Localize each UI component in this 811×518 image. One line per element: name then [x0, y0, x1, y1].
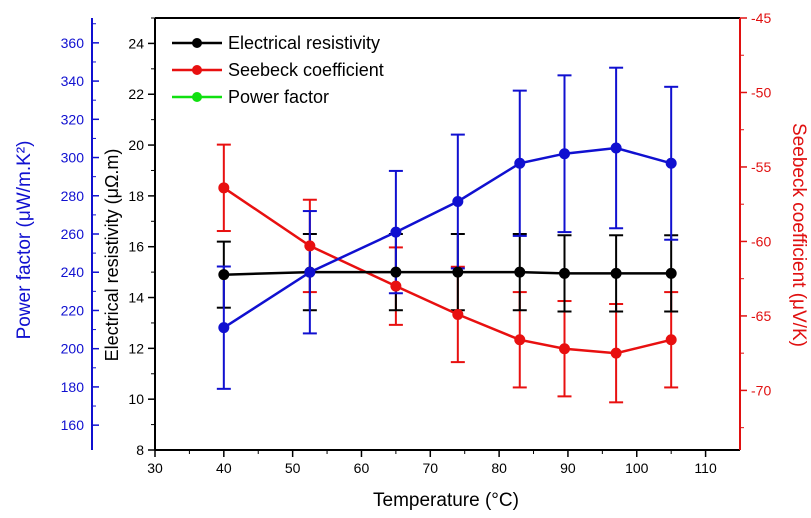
legend-electrical-resistivity-label: Electrical resistivity	[228, 33, 380, 53]
power-factor-line	[223, 146, 672, 329]
x-tick-label: 70	[423, 460, 439, 476]
seebeck-coefficient-point	[390, 280, 402, 292]
power-factor-tick-label: 340	[61, 73, 85, 89]
lines-layer	[223, 146, 672, 355]
power-factor-point	[559, 148, 570, 160]
power-factor-point	[514, 157, 526, 169]
legend-power-factor-marker	[192, 92, 202, 102]
electrical-resistivity-point	[514, 266, 526, 278]
resistivity-tick-label: 16	[128, 239, 144, 255]
power-factor-point	[218, 322, 230, 334]
points-layer	[218, 142, 677, 359]
electrical-resistivity-point	[665, 267, 677, 279]
seebeck-coefficient-point	[452, 308, 464, 320]
power-factor-point	[390, 226, 402, 238]
legend-seebeck-coefficient-label: Seebeck coefficient	[228, 60, 384, 80]
legend-seebeck-coefficient-marker	[192, 65, 202, 75]
x-tick-label: 100	[625, 460, 649, 476]
seebeck-tick-label: -70	[751, 382, 771, 398]
resistivity-tick-label: 22	[128, 86, 144, 102]
seebeck-axis-label: Seebeck coefficient (μV/K)	[788, 123, 809, 347]
power-factor-tick-label: 280	[61, 188, 85, 204]
power-factor-tick-label: 360	[61, 35, 85, 51]
resistivity-axis-label: Electrical resistivity (μΩ.m)	[102, 149, 122, 362]
resistivity-tick-label: 18	[128, 188, 144, 204]
power-factor-tick-label: 320	[61, 111, 85, 127]
power-factor-tick-label: 260	[61, 226, 85, 242]
power-factor-tick-label: 220	[61, 302, 85, 318]
electrical-resistivity-point	[610, 267, 622, 279]
seebeck-coefficient-point	[218, 182, 230, 194]
power-factor-tick-label: 160	[61, 417, 85, 433]
electrical-resistivity-line	[223, 270, 672, 276]
legend: Electrical resistivity Seebeck coefficien…	[172, 33, 384, 107]
power-factor-point	[610, 142, 622, 154]
resistivity-tick-label: 20	[128, 137, 144, 153]
power-factor-tick-label: 240	[61, 264, 85, 280]
resistivity-tick-label: 10	[128, 391, 144, 407]
seebeck-tick-label: -55	[751, 159, 771, 175]
x-tick-label: 40	[216, 460, 232, 476]
power-factor-tick-label: 300	[61, 150, 85, 166]
seebeck-tick-label: -50	[751, 84, 771, 100]
x-tick-label: 60	[354, 460, 370, 476]
power-factor-tick-label: 180	[61, 379, 85, 395]
power-factor-tick-label: 200	[61, 341, 85, 357]
seebeck-coefficient-point	[665, 334, 677, 346]
legend-electrical-resistivity-marker	[192, 38, 202, 48]
seebeck-coefficient-line	[223, 186, 672, 355]
x-axis-label: Temperature (°C)	[373, 490, 519, 511]
x-tick-label: 110	[694, 460, 717, 476]
resistivity-tick-label: 24	[128, 35, 144, 51]
resistivity-tick-label: 12	[128, 340, 144, 356]
seebeck-tick-label: -60	[751, 233, 771, 249]
x-tick-label: 90	[560, 460, 576, 476]
seebeck-coefficient-point	[514, 334, 526, 346]
seebeck-coefficient-point	[610, 347, 622, 359]
power-factor-axis-label: Power factor (μW/m.K²)	[14, 141, 35, 340]
seebeck-tick-label: -45	[751, 10, 771, 26]
power-factor-point	[665, 157, 677, 169]
electrical-resistivity-point	[559, 267, 570, 279]
x-tick-label: 50	[285, 460, 301, 476]
x-tick-label: 30	[147, 460, 163, 476]
legend-power-factor-label: Power factor	[228, 87, 329, 107]
power-factor-point	[304, 266, 316, 278]
electrical-resistivity-point	[218, 269, 230, 281]
resistivity-tick-label: 8	[136, 442, 144, 458]
seebeck-coefficient-point	[304, 240, 316, 252]
electrical-resistivity-point	[390, 266, 402, 278]
power-factor-point	[452, 196, 464, 208]
seebeck-tick-label: -65	[751, 308, 771, 324]
x-tick-label: 80	[491, 460, 507, 476]
resistivity-tick-label: 14	[128, 290, 144, 306]
seebeck-coefficient-point	[559, 343, 570, 355]
axes-layer: 30 40 50 60 70 80 90 100 110 8 10 12 14 16 18 20 22 24 160…	[61, 10, 772, 476]
electrical-resistivity-point	[452, 266, 464, 278]
